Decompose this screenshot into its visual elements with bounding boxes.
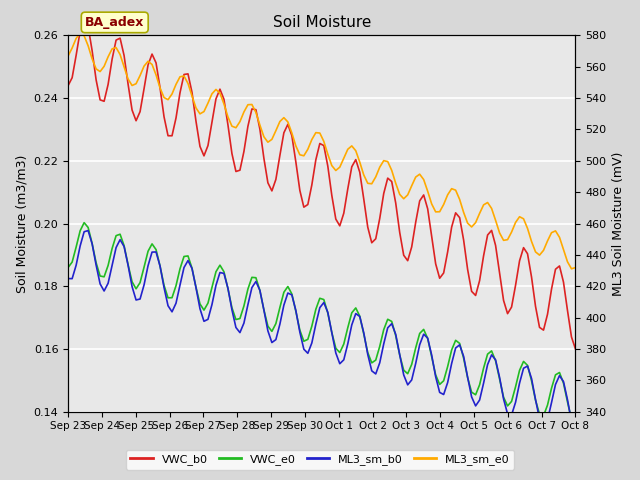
Line: VWC_e0: VWC_e0 bbox=[68, 223, 575, 427]
ML3_sm_e0 bbox=[552, 228, 559, 234]
VWC_b0 bbox=[192, 118, 200, 124]
Line: ML3_sm_e0: ML3_sm_e0 bbox=[68, 33, 575, 269]
VWC_b0 bbox=[276, 153, 284, 158]
VWC_e0 bbox=[572, 424, 579, 430]
ML3_sm_b0 bbox=[332, 350, 340, 356]
ML3_sm_e0 bbox=[332, 168, 340, 173]
ML3_sm_e0 bbox=[76, 30, 84, 36]
VWC_e0 bbox=[64, 264, 72, 270]
ML3_sm_b0 bbox=[572, 432, 579, 438]
VWC_b0 bbox=[64, 83, 72, 88]
VWC_e0 bbox=[332, 345, 340, 351]
Title: Soil Moisture: Soil Moisture bbox=[273, 15, 371, 30]
ML3_sm_e0 bbox=[504, 237, 511, 242]
VWC_b0 bbox=[332, 216, 340, 222]
VWC_e0 bbox=[192, 284, 200, 290]
ML3_sm_e0 bbox=[192, 105, 200, 111]
ML3_sm_b0 bbox=[84, 228, 92, 233]
ML3_sm_b0 bbox=[64, 276, 72, 281]
ML3_sm_b0 bbox=[276, 321, 284, 327]
ML3_sm_b0 bbox=[552, 382, 559, 387]
ML3_sm_b0 bbox=[256, 288, 264, 293]
VWC_b0 bbox=[572, 346, 579, 352]
VWC_b0 bbox=[80, 16, 88, 22]
VWC_e0 bbox=[504, 403, 511, 409]
Y-axis label: Soil Moisture (m3/m3): Soil Moisture (m3/m3) bbox=[15, 154, 28, 293]
VWC_e0 bbox=[276, 305, 284, 311]
ML3_sm_e0 bbox=[64, 53, 72, 59]
ML3_sm_e0 bbox=[276, 119, 284, 124]
ML3_sm_e0 bbox=[256, 122, 264, 128]
Y-axis label: ML3 Soil Moisture (mV): ML3 Soil Moisture (mV) bbox=[612, 151, 625, 296]
ML3_sm_e0 bbox=[572, 264, 579, 270]
Line: VWC_b0: VWC_b0 bbox=[68, 19, 575, 349]
VWC_b0 bbox=[504, 311, 511, 316]
Legend: VWC_b0, VWC_e0, ML3_sm_b0, ML3_sm_e0: VWC_b0, VWC_e0, ML3_sm_b0, ML3_sm_e0 bbox=[126, 450, 514, 469]
VWC_b0 bbox=[552, 266, 559, 272]
ML3_sm_b0 bbox=[504, 411, 511, 417]
ML3_sm_b0 bbox=[192, 285, 200, 290]
Line: ML3_sm_b0: ML3_sm_b0 bbox=[68, 230, 575, 435]
VWC_b0 bbox=[256, 126, 264, 132]
VWC_e0 bbox=[80, 220, 88, 226]
ML3_sm_e0 bbox=[568, 266, 575, 272]
Text: BA_adex: BA_adex bbox=[85, 16, 145, 29]
VWC_e0 bbox=[552, 372, 559, 378]
VWC_e0 bbox=[256, 288, 264, 293]
